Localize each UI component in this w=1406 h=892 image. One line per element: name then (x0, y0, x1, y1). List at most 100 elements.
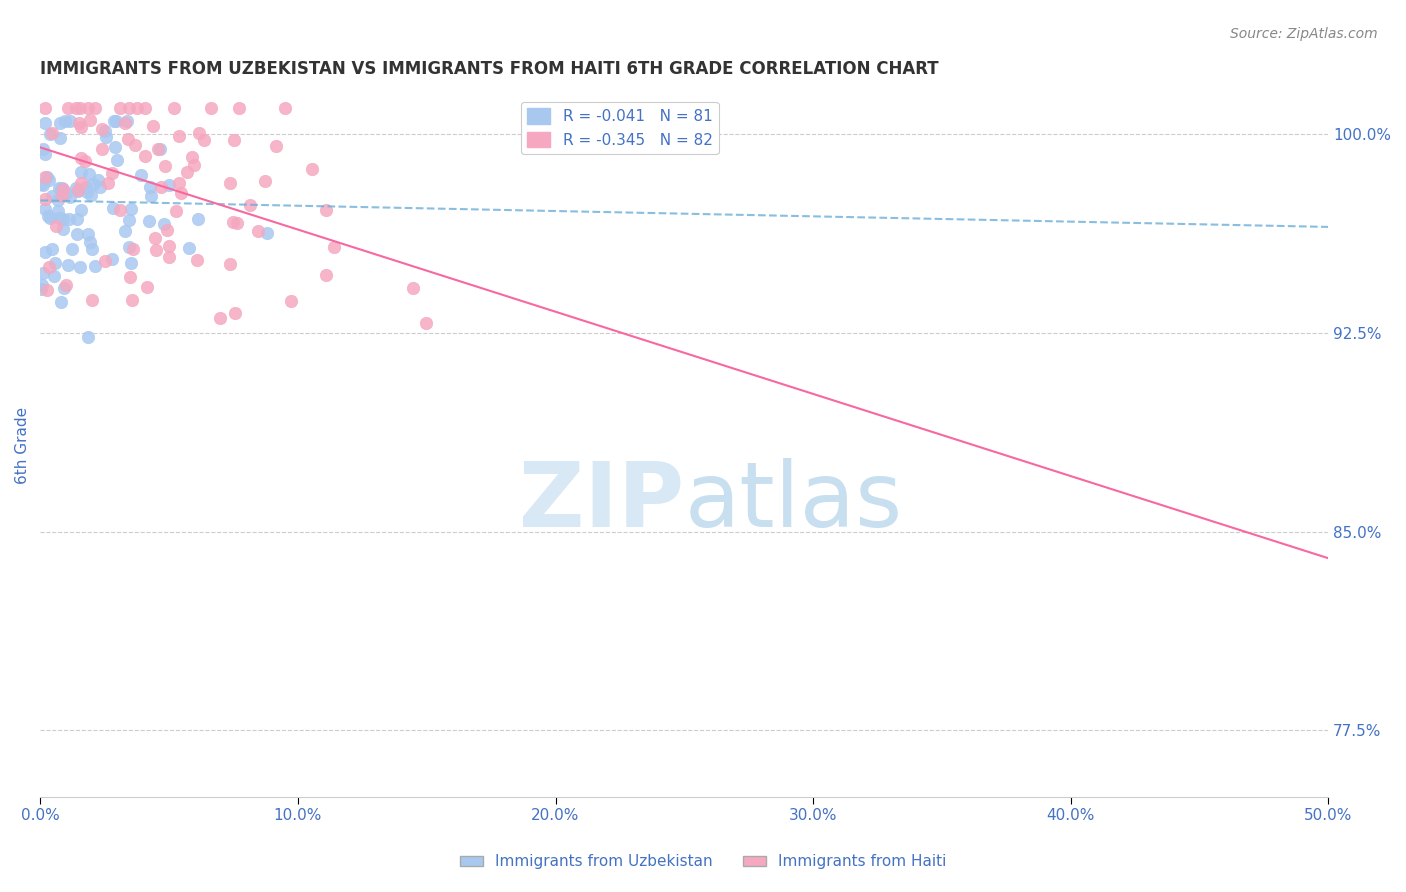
Point (82, 242, 104, 256)
Point (224, 133, 246, 147)
Point (90, 142, 112, 156)
Point (48, 193, 70, 207)
Point (138, 180, 160, 194)
Point (219, 177, 242, 191)
Point (41, 126, 63, 140)
Legend: Immigrants from Uzbekistan, Immigrants from Haiti: Immigrants from Uzbekistan, Immigrants f… (454, 848, 952, 875)
Point (67, 185, 90, 199)
Point (65, 181, 87, 195)
Point (52, 211, 75, 226)
Point (301, 162, 323, 177)
Point (315, 268, 337, 283)
Point (44, 256, 66, 270)
Point (256, 226, 278, 240)
Point (70, 152, 93, 166)
Point (49, 181, 72, 195)
Point (66, 227, 89, 241)
Text: Source: ZipAtlas.com: Source: ZipAtlas.com (1230, 27, 1378, 41)
Point (34, 146, 56, 161)
Point (176, 165, 198, 179)
Point (59, 190, 82, 204)
Point (35, 170, 58, 185)
Point (239, 198, 262, 212)
Point (66, 212, 89, 227)
Point (120, 202, 142, 217)
Point (181, 150, 204, 164)
Text: atlas: atlas (685, 458, 903, 546)
Point (45, 219, 67, 233)
Point (125, 101, 148, 115)
Point (200, 101, 222, 115)
Point (38, 128, 60, 142)
Point (149, 142, 172, 156)
Point (67, 116, 90, 130)
Point (156, 223, 179, 237)
Point (49, 131, 72, 145)
Point (49, 116, 72, 130)
Point (38, 260, 60, 274)
Point (77, 101, 100, 115)
Point (183, 158, 205, 172)
Point (167, 176, 190, 190)
Point (165, 203, 187, 218)
Point (118, 240, 141, 254)
Point (75, 180, 97, 194)
Point (315, 202, 337, 217)
Point (167, 128, 190, 143)
Point (96, 129, 118, 144)
Point (142, 119, 165, 133)
Point (53, 281, 76, 295)
Point (82, 177, 104, 191)
Point (157, 178, 180, 192)
Point (101, 166, 124, 180)
Point (65, 101, 87, 115)
Point (31, 178, 53, 192)
Point (39, 211, 62, 225)
Point (145, 243, 167, 257)
Point (69, 202, 91, 217)
Point (38, 172, 60, 186)
Text: IMMIGRANTS FROM UZBEKISTAN VS IMMIGRANTS FROM HAITI 6TH GRADE CORRELATION CHART: IMMIGRANTS FROM UZBEKISTAN VS IMMIGRANTS… (41, 60, 939, 78)
Point (103, 114, 125, 128)
Point (77, 330, 100, 344)
Point (56, 101, 79, 115)
Point (105, 153, 128, 167)
Point (52, 182, 75, 196)
Point (157, 239, 180, 253)
Point (118, 101, 141, 115)
Point (118, 269, 141, 284)
Point (55, 114, 77, 128)
Point (104, 139, 127, 153)
Point (60, 242, 83, 256)
Point (163, 101, 186, 115)
Point (34, 101, 56, 115)
Legend: R = -0.041   N = 81, R = -0.345   N = 82: R = -0.041 N = 81, R = -0.345 N = 82 (522, 102, 718, 154)
Point (141, 189, 163, 203)
Point (179, 242, 201, 256)
Point (114, 224, 136, 238)
Point (254, 174, 277, 188)
Point (117, 212, 139, 227)
Point (218, 257, 240, 271)
Point (94, 253, 117, 268)
Point (186, 253, 208, 268)
Point (76, 185, 98, 199)
Point (129, 169, 152, 183)
Point (188, 126, 211, 140)
Point (41, 242, 63, 256)
Point (30, 282, 52, 296)
Point (149, 180, 172, 194)
Point (135, 280, 157, 294)
Point (117, 132, 139, 146)
Point (59, 114, 82, 128)
Point (52, 222, 75, 236)
Point (100, 252, 122, 266)
Point (34, 116, 56, 130)
Point (134, 149, 156, 163)
Point (55, 186, 77, 200)
Point (31, 277, 53, 292)
Point (69, 176, 91, 190)
Point (83, 259, 105, 273)
Point (76, 227, 98, 242)
Point (34, 245, 56, 260)
